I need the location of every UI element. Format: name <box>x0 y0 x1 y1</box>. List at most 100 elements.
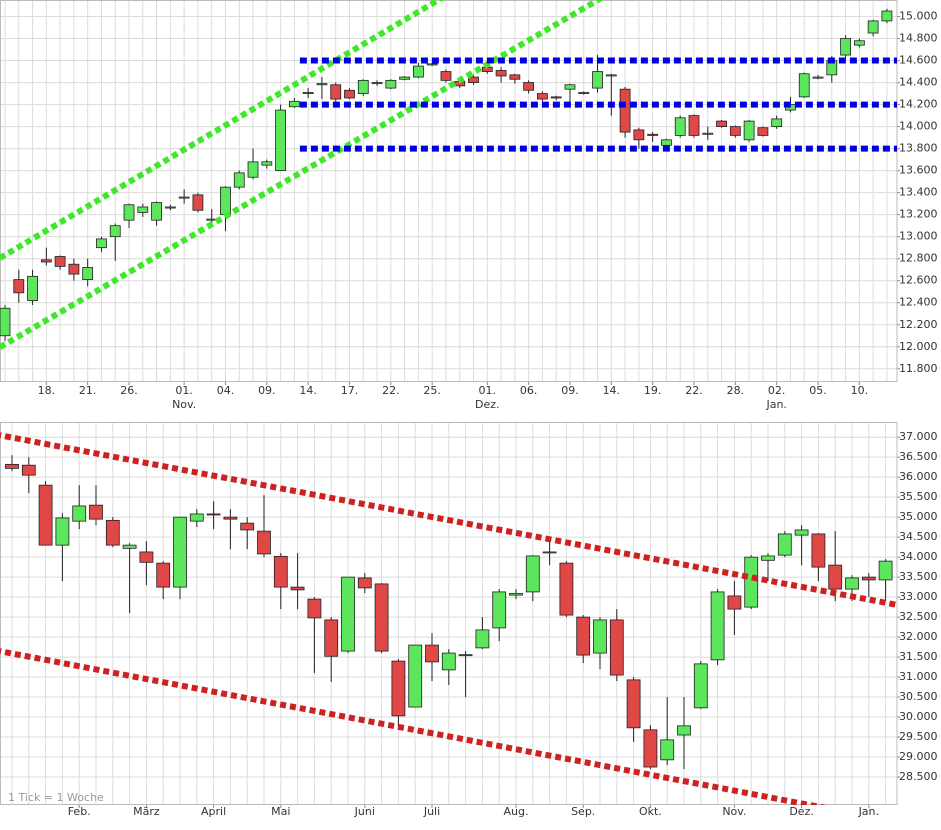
y-tick-label: 12.600 <box>899 274 938 287</box>
candle-body <box>729 126 741 136</box>
x-tick-label: 14. <box>299 384 317 397</box>
candle-body <box>178 196 190 199</box>
candle-body <box>307 598 322 619</box>
candle-body <box>82 267 94 281</box>
candle-body <box>233 172 245 188</box>
candle-body <box>564 84 576 90</box>
candle-body <box>173 516 187 588</box>
candle-body <box>593 619 607 654</box>
candle-body <box>275 109 287 172</box>
candle-body <box>247 161 259 178</box>
y-tick-label: 37.000 <box>899 430 938 443</box>
candle-body <box>440 71 452 81</box>
candle-body <box>495 70 507 77</box>
x-tick-label: Mai <box>271 805 290 818</box>
candle-body <box>151 202 162 221</box>
chart-note: 1 Tick = 1 Woche <box>8 791 104 804</box>
x-tick-label: 22. <box>685 384 703 397</box>
candle-body <box>408 644 423 708</box>
y-tick-label: 14.800 <box>899 32 938 45</box>
candle-body <box>27 275 38 301</box>
candle-body <box>881 10 893 22</box>
y-tick-label: 13.400 <box>899 186 938 199</box>
candle-body <box>619 88 631 133</box>
candle-body <box>13 279 25 294</box>
candle-body <box>357 577 372 589</box>
trendline <box>0 432 897 608</box>
candle-body <box>5 463 19 469</box>
candle-body <box>0 307 11 337</box>
candle-body <box>578 92 590 94</box>
y-tick-label: 14.600 <box>899 54 938 67</box>
candle-body <box>261 161 273 166</box>
plot-area <box>0 0 897 351</box>
x-tick-label: Dez. <box>789 805 814 818</box>
y-tick-label: 30.000 <box>899 710 938 723</box>
candle-body <box>330 84 342 100</box>
candle-body <box>425 644 439 663</box>
candle-body <box>811 533 826 568</box>
candle-body <box>192 194 204 211</box>
candle-body <box>633 129 645 141</box>
x-tick-label: 14. <box>603 384 621 397</box>
x-tick-label: 09. <box>258 384 276 397</box>
y-tick-label: 14.200 <box>899 98 938 111</box>
candle-body <box>845 577 859 590</box>
candle-body <box>391 660 406 717</box>
y-tick-label: 35.000 <box>899 510 938 523</box>
candle-body <box>288 100 300 108</box>
candle-body <box>344 89 355 99</box>
y-tick-label: 33.000 <box>899 590 938 603</box>
y-tick-label: 13.200 <box>899 208 938 221</box>
candle-body <box>674 117 686 136</box>
candle-body <box>357 79 369 94</box>
candle-body <box>794 529 809 536</box>
candle-body <box>316 83 328 86</box>
candle-body <box>550 96 562 99</box>
candle-body <box>137 206 149 213</box>
candle-body <box>853 40 865 46</box>
x-tick-label: 06. <box>520 384 538 397</box>
candle-body <box>21 464 36 476</box>
candle-body <box>537 93 548 100</box>
y-tick-label: 31.500 <box>899 650 938 663</box>
y-tick-label: 35.500 <box>899 490 938 503</box>
trendline <box>0 648 826 805</box>
y-tick-label: 12.800 <box>899 252 938 265</box>
x-tick-label: 17. <box>341 384 359 397</box>
candle-body <box>273 555 288 588</box>
candle-body <box>710 591 725 661</box>
candle-body <box>492 591 507 629</box>
candle-body <box>38 484 53 546</box>
candle-body <box>688 115 700 136</box>
candle-body <box>525 555 540 593</box>
y-tick-label: 13.800 <box>899 142 938 155</box>
candle-body <box>743 120 755 141</box>
x-tick-label: Aug. <box>504 805 529 818</box>
y-tick-label: 28.500 <box>899 770 938 783</box>
candle-body <box>206 513 221 516</box>
candle-body <box>693 663 708 709</box>
x-tick-label: 01. <box>175 384 193 397</box>
x-tick-label: 19. <box>644 384 662 397</box>
y-tick-label: 15.000 <box>899 10 938 23</box>
trendline <box>0 0 445 262</box>
candle-body <box>509 74 521 80</box>
plot-frame <box>0 422 898 805</box>
y-tick-label: 29.000 <box>899 750 938 763</box>
y-tick-label: 36.000 <box>899 470 938 483</box>
candle-body <box>716 120 727 127</box>
x-tick-label: 10. <box>851 384 869 397</box>
candle-body <box>240 522 255 531</box>
candle-body <box>757 127 769 136</box>
month-label: Dez. <box>475 398 500 411</box>
candle-body <box>122 544 137 549</box>
candle-body <box>798 73 810 98</box>
candle-body <box>771 118 783 127</box>
candle-body <box>861 576 876 581</box>
candle-body <box>867 20 879 34</box>
month-label: Nov. <box>172 398 196 411</box>
candle-body <box>123 204 135 221</box>
y-tick-label: 13.600 <box>899 164 938 177</box>
